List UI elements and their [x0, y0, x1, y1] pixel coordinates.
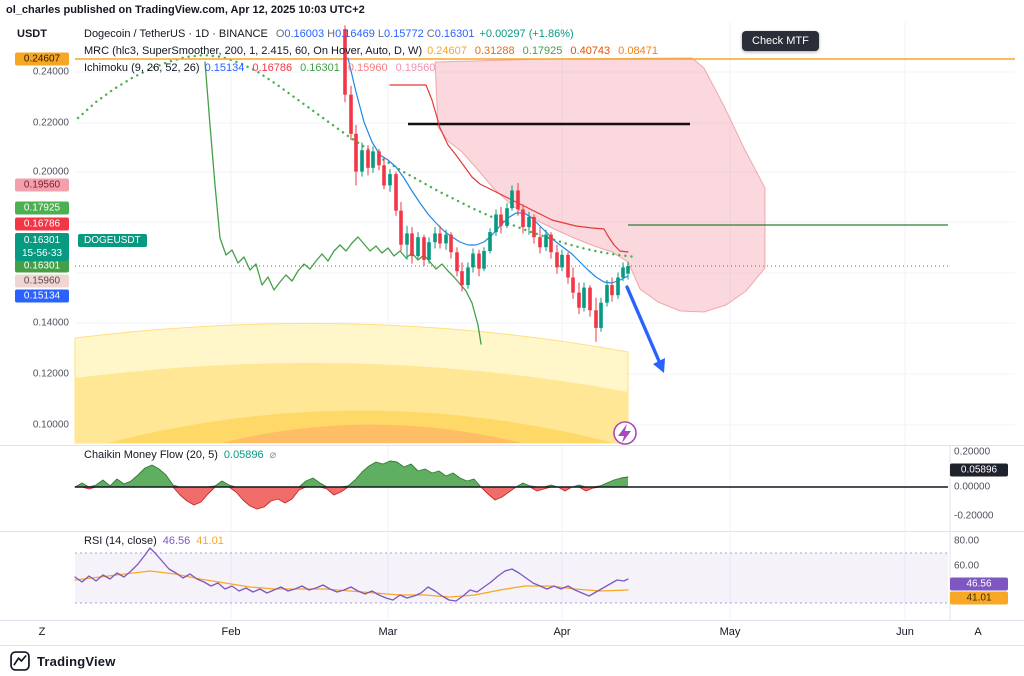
price-scale-currency: USDT	[17, 28, 47, 40]
mrc-value: 0.40743	[570, 45, 611, 57]
legend-symbol-row[interactable]: Dogecoin / TetherUS · 1D · BINANCE O0.16…	[84, 27, 658, 41]
ichimoku-value: 0.15134	[204, 62, 245, 74]
rsi-title: RSI (14, close)	[84, 535, 157, 547]
mrc-mean-dotted-curve	[76, 53, 638, 259]
mrc-value: 0.24607	[427, 45, 467, 57]
rsi-series	[74, 547, 948, 604]
cmf-area-series	[74, 460, 948, 510]
time-scale[interactable]	[0, 621, 1024, 645]
ohlc-value: 0.16003	[284, 28, 325, 40]
ohlc-value: 0.15772	[383, 28, 424, 40]
projection-arrow[interactable]	[625, 285, 665, 373]
mrc-value: 0.08471	[618, 45, 658, 57]
current-price-label: 0.16301 15-56-33	[15, 233, 69, 261]
ohlc-key: C	[426, 28, 435, 40]
mrc-value: 0.31288	[474, 45, 515, 57]
publish-info-bar: ol_charles published on TradingView.com,…	[0, 0, 1024, 22]
mrc-value: 0.17925	[522, 45, 563, 57]
symbol-title: Dogecoin / TetherUS · 1D · BINANCE	[84, 28, 268, 40]
grid	[75, 22, 1015, 620]
ichimoku-value: 0.19560	[395, 62, 436, 74]
tenkan-sen-line	[347, 57, 629, 284]
change-value: +0.00297 (+1.86%)	[479, 28, 574, 40]
cmf-title: Chaikin Money Flow (20, 5)	[84, 448, 218, 461]
rsi-value: 46.56	[162, 535, 191, 547]
cmf-value: 0.05896	[223, 448, 264, 461]
lightning-marker-icon[interactable]	[613, 421, 637, 445]
legend: Dogecoin / TetherUS · 1D · BINANCE O0.16…	[84, 27, 658, 75]
bar-countdown: 15-56-33	[21, 248, 63, 259]
rsi-pane-title-row[interactable]: RSI (14, close) 46.56 41.01	[84, 535, 224, 547]
cmf-pane-title-row[interactable]: Chaikin Money Flow (20, 5) 0.05896 ⌀	[84, 448, 277, 462]
mrc-values: 0.24607 0.31288 0.17925 0.40743 0.08471	[427, 44, 658, 58]
rsi-ma-value: 41.01	[196, 535, 224, 547]
cmf-marker-icon: ⌀	[269, 449, 277, 461]
tradingview-logo[interactable]	[10, 651, 30, 671]
legend-mrc-row[interactable]: MRC (hlc3, SuperSmoother, 200, 1, 2.415,…	[84, 44, 658, 58]
check-mtf-button[interactable]: Check MTF	[742, 31, 819, 51]
ichimoku-value: 0.16301	[300, 62, 340, 74]
ohlc-key: O	[275, 28, 285, 40]
chikou-span-line	[204, 61, 482, 345]
mrc-bands	[74, 322, 629, 444]
candlestick-series	[343, 25, 630, 342]
ichimoku-values: 0.15134 0.16786 0.16301 0.15960 0.19560	[205, 61, 436, 75]
ohlc-key: H	[327, 28, 336, 40]
publish-info-text: ol_charles published on TradingView.com,…	[6, 4, 365, 16]
brand-name[interactable]: TradingView	[37, 653, 116, 669]
ichimoku-value: 0.15960	[347, 62, 388, 74]
mrc-indicator-label: MRC (hlc3, SuperSmoother, 200, 1, 2.415,…	[84, 45, 423, 57]
ohlc-values: O0.16003 H0.16469 L0.15772 C0.16301	[273, 27, 475, 41]
footer: TradingView	[0, 645, 1024, 676]
ohlc-value: 0.16469	[335, 28, 375, 40]
ohlc-key: L	[377, 28, 384, 40]
ichimoku-value: 0.16786	[252, 62, 293, 74]
ohlc-value: 0.16301	[434, 28, 475, 40]
ichimoku-indicator-label: Ichimoku (9, 26, 52, 26)	[84, 62, 200, 74]
kijun-sen-line	[389, 84, 629, 253]
current-price-value: 0.16301	[23, 235, 61, 246]
ichimoku-cloud	[434, 57, 766, 313]
indicator-scale-right[interactable]	[950, 446, 1024, 620]
symbol-price-tag: DOGEUSDT	[78, 234, 147, 247]
legend-ichimoku-row[interactable]: Ichimoku (9, 26, 52, 26) 0.15134 0.16786 0…	[84, 61, 658, 75]
